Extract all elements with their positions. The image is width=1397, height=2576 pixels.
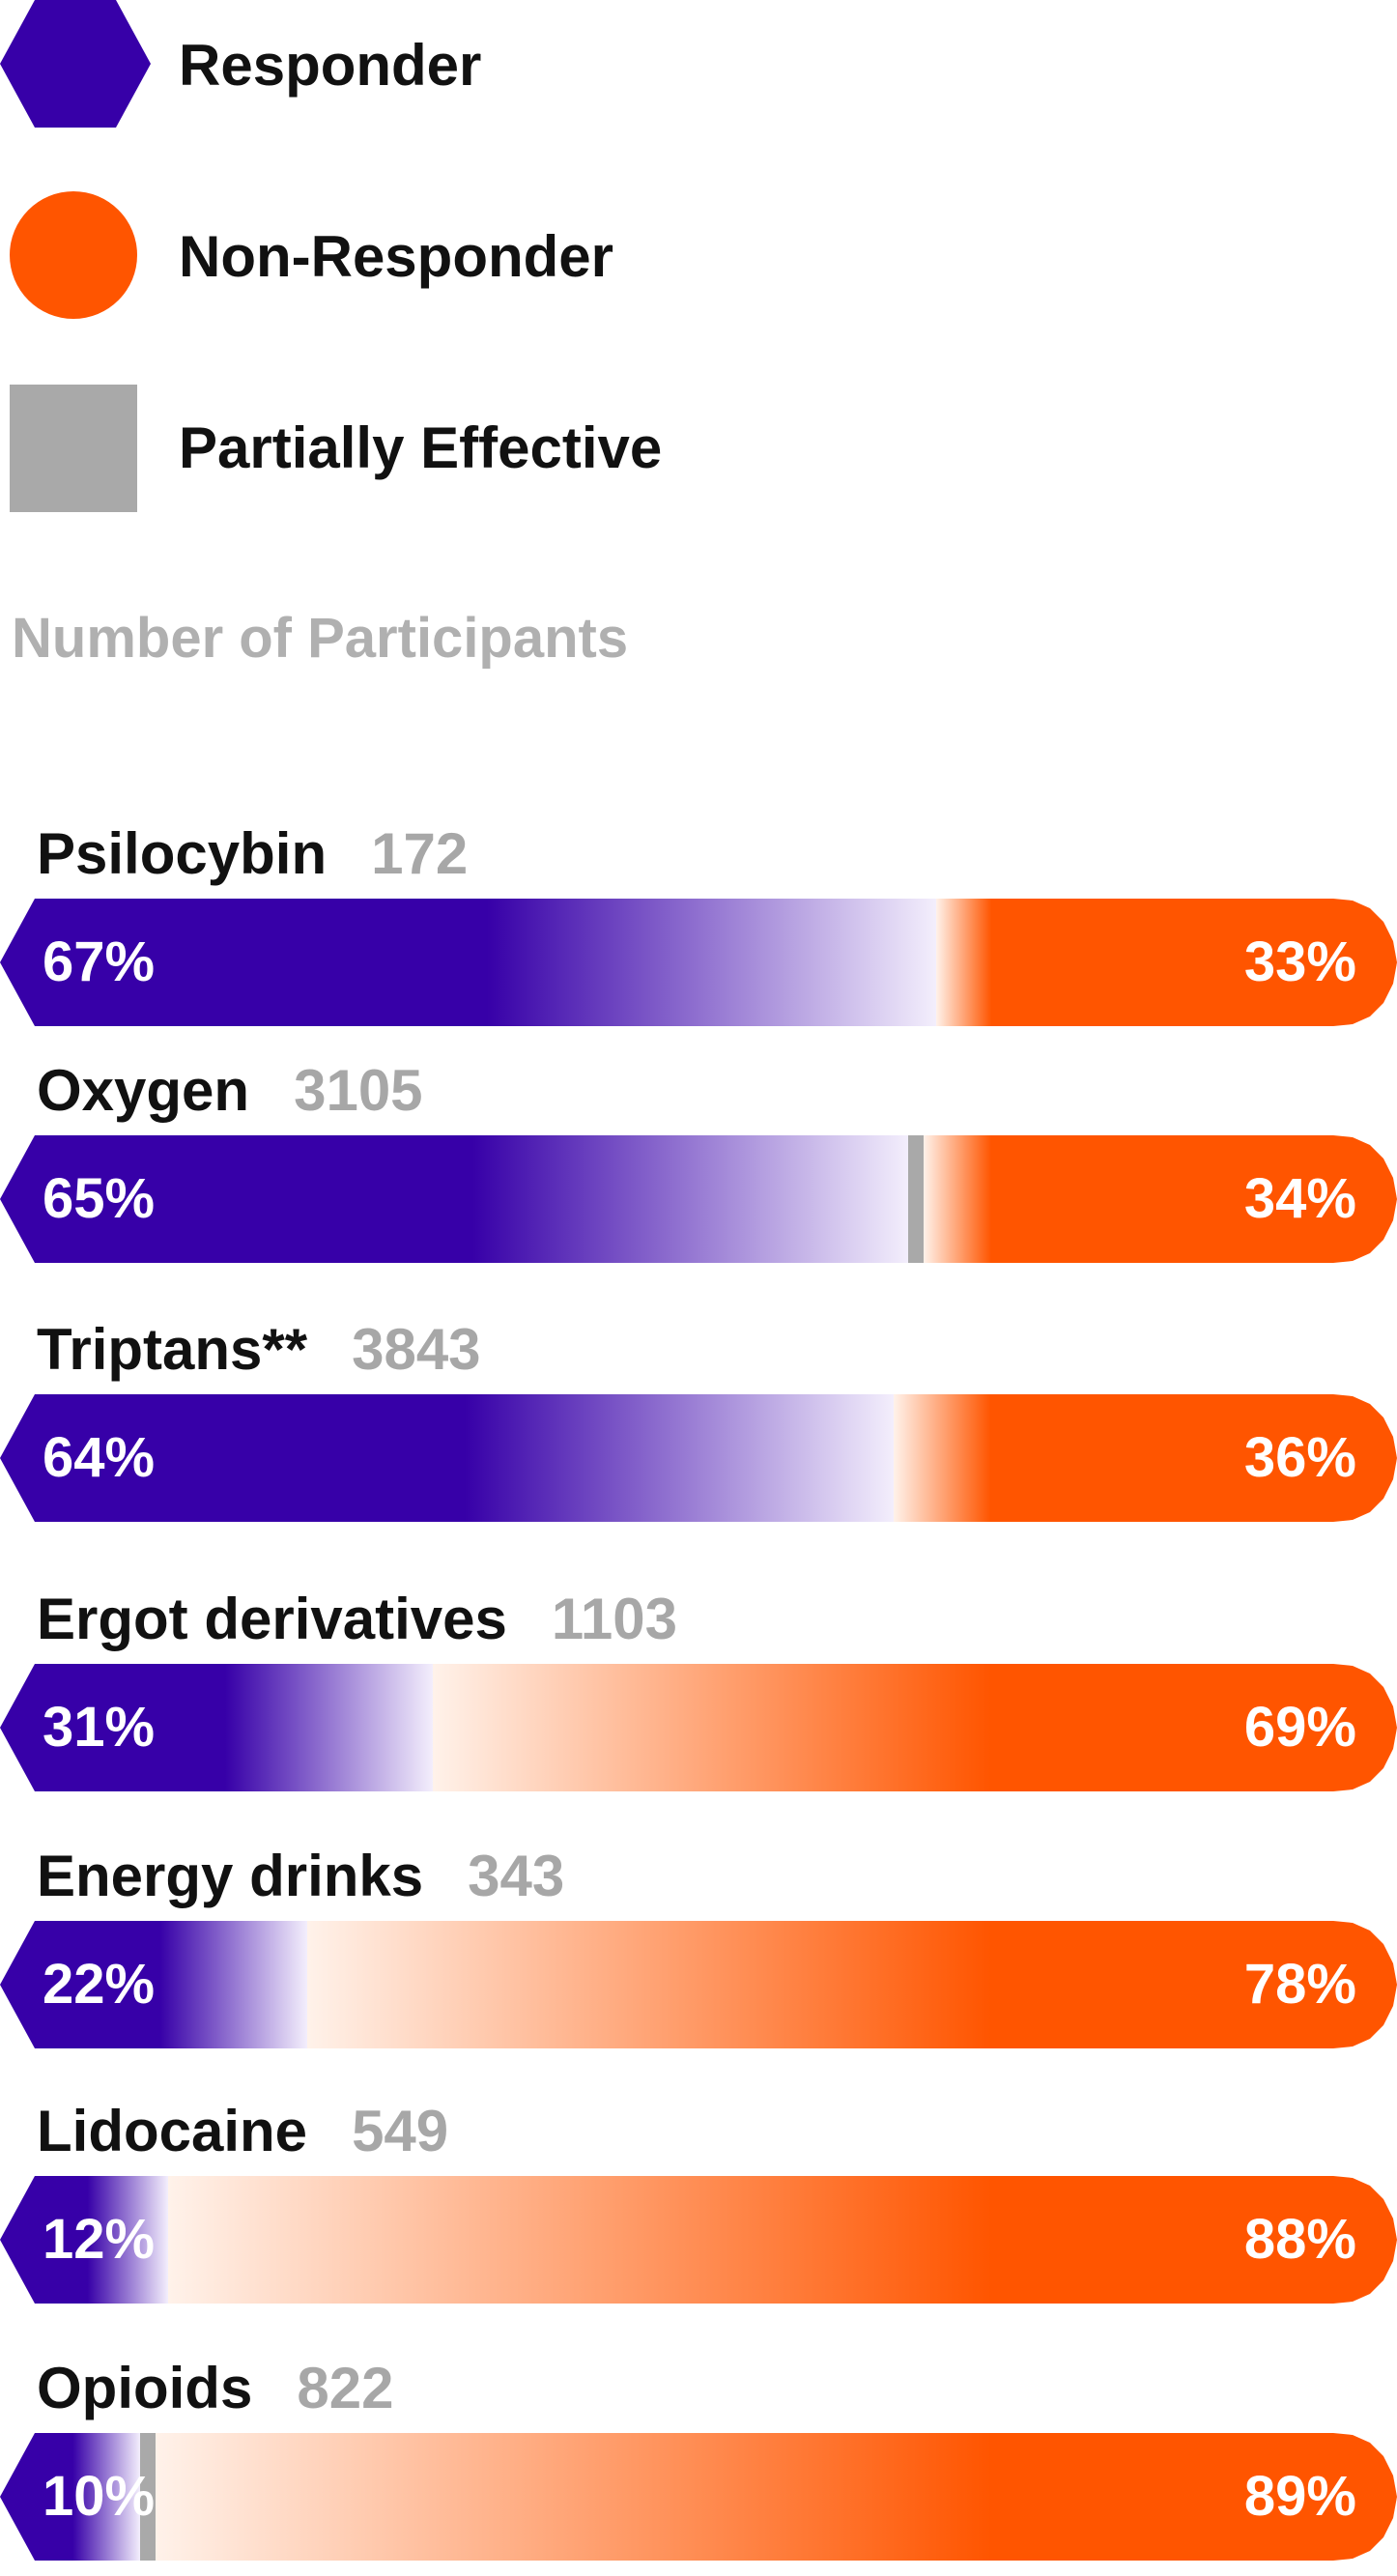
row-title: Lidocaine 549 <box>37 2099 448 2164</box>
non-responder-value-label: 69% <box>1243 1696 1356 1759</box>
participant-count: 549 <box>352 2099 449 2163</box>
non-responder-value-label: 33% <box>1243 930 1356 993</box>
responder-value-label: 64% <box>43 1426 156 1489</box>
non-responder-segment <box>155 2433 1397 2561</box>
legend-label-non-responder: Non-Responder <box>179 224 613 289</box>
non-responder-segment <box>433 1664 1397 1791</box>
legend-label-responder: Responder <box>179 33 482 98</box>
row-title: Triptans** 3843 <box>37 1317 481 1383</box>
chart-row: Opioids 822 10% 89% <box>0 2356 1397 2561</box>
non-responder-segment <box>307 1921 1397 2048</box>
responder-segment <box>0 899 936 1026</box>
non-responder-value-label: 88% <box>1243 2208 1356 2271</box>
row-title: Opioids 822 <box>37 2356 393 2421</box>
responder-segment <box>0 1664 434 1791</box>
non-responder-value-label: 36% <box>1243 1426 1356 1489</box>
responder-value-label: 12% <box>43 2208 156 2271</box>
hexagon-icon <box>0 0 151 128</box>
chart-row: Ergot derivatives 1103 31% 69% <box>0 1587 1397 1791</box>
hexagon-shape <box>0 0 151 128</box>
responder-segment <box>0 2176 168 2304</box>
legend-item-non-responder: Non-Responder <box>0 191 966 323</box>
chart-subtitle: Number of Participants <box>12 607 629 670</box>
responder-segment <box>0 1135 908 1263</box>
chart-row: Psilocybin 172 67% 33% <box>0 821 1397 1026</box>
non-responder-value-label: 34% <box>1243 1167 1356 1230</box>
circle-icon <box>10 191 137 319</box>
row-title: Ergot derivatives 1103 <box>37 1587 677 1652</box>
responder-value-label: 10% <box>43 2465 156 2528</box>
responder-value-label: 22% <box>43 1953 156 2016</box>
partially-effective-segment <box>907 1135 924 1263</box>
participant-count: 3105 <box>294 1058 423 1123</box>
stacked-bar: 10% 89% <box>0 2433 1397 2561</box>
stacked-bar: 12% 88% <box>0 2176 1397 2304</box>
row-title: Oxygen 3105 <box>37 1058 423 1124</box>
category-label: Ergot derivatives <box>37 1587 507 1651</box>
category-label: Energy drinks <box>37 1844 424 1908</box>
non-responder-value-label: 89% <box>1243 2465 1356 2528</box>
row-title: Psilocybin 172 <box>37 821 468 887</box>
category-label: Psilocybin <box>37 821 328 886</box>
participant-count: 343 <box>468 1844 565 1908</box>
stacked-bar: 67% 33% <box>0 899 1397 1026</box>
responder-value-label: 31% <box>43 1696 156 1759</box>
participant-count: 172 <box>371 821 469 886</box>
legend-item-partially-effective: Partially Effective <box>0 385 966 516</box>
chart-row: Triptans** 3843 64% 36% <box>0 1317 1397 1522</box>
legend-item-responder: Responder <box>0 0 966 131</box>
participant-count: 1103 <box>551 1587 678 1651</box>
non-responder-segment <box>923 1135 1397 1263</box>
legend-label-partially-effective: Partially Effective <box>179 415 663 480</box>
stacked-bar: 31% 69% <box>0 1664 1397 1791</box>
responder-segment <box>0 2433 140 2561</box>
category-label: Opioids <box>37 2356 253 2420</box>
non-responder-value-label: 78% <box>1243 1953 1356 2016</box>
category-label: Lidocaine <box>37 2099 308 2163</box>
responder-segment <box>0 1921 308 2048</box>
category-label: Triptans** <box>37 1317 308 1382</box>
partially-effective-segment <box>139 2433 156 2561</box>
responder-value-label: 65% <box>43 1167 156 1230</box>
responder-value-label: 67% <box>43 930 156 993</box>
chart-row: Lidocaine 549 12% 88% <box>0 2099 1397 2304</box>
row-title: Energy drinks 343 <box>37 1844 564 1909</box>
non-responder-segment <box>167 2176 1397 2304</box>
category-label: Oxygen <box>37 1058 250 1123</box>
stacked-bar: 22% 78% <box>0 1921 1397 2048</box>
responder-segment <box>0 1394 895 1522</box>
participant-count: 822 <box>297 2356 394 2420</box>
stacked-bar: 65% 34% <box>0 1135 1397 1263</box>
chart-row: Energy drinks 343 22% 78% <box>0 1844 1397 2048</box>
square-icon <box>10 385 137 512</box>
chart-row: Oxygen 3105 65% 34% <box>0 1058 1397 1263</box>
non-responder-segment <box>935 899 1397 1026</box>
non-responder-segment <box>894 1394 1397 1522</box>
participant-count: 3843 <box>352 1317 481 1382</box>
stacked-bar: 64% 36% <box>0 1394 1397 1522</box>
